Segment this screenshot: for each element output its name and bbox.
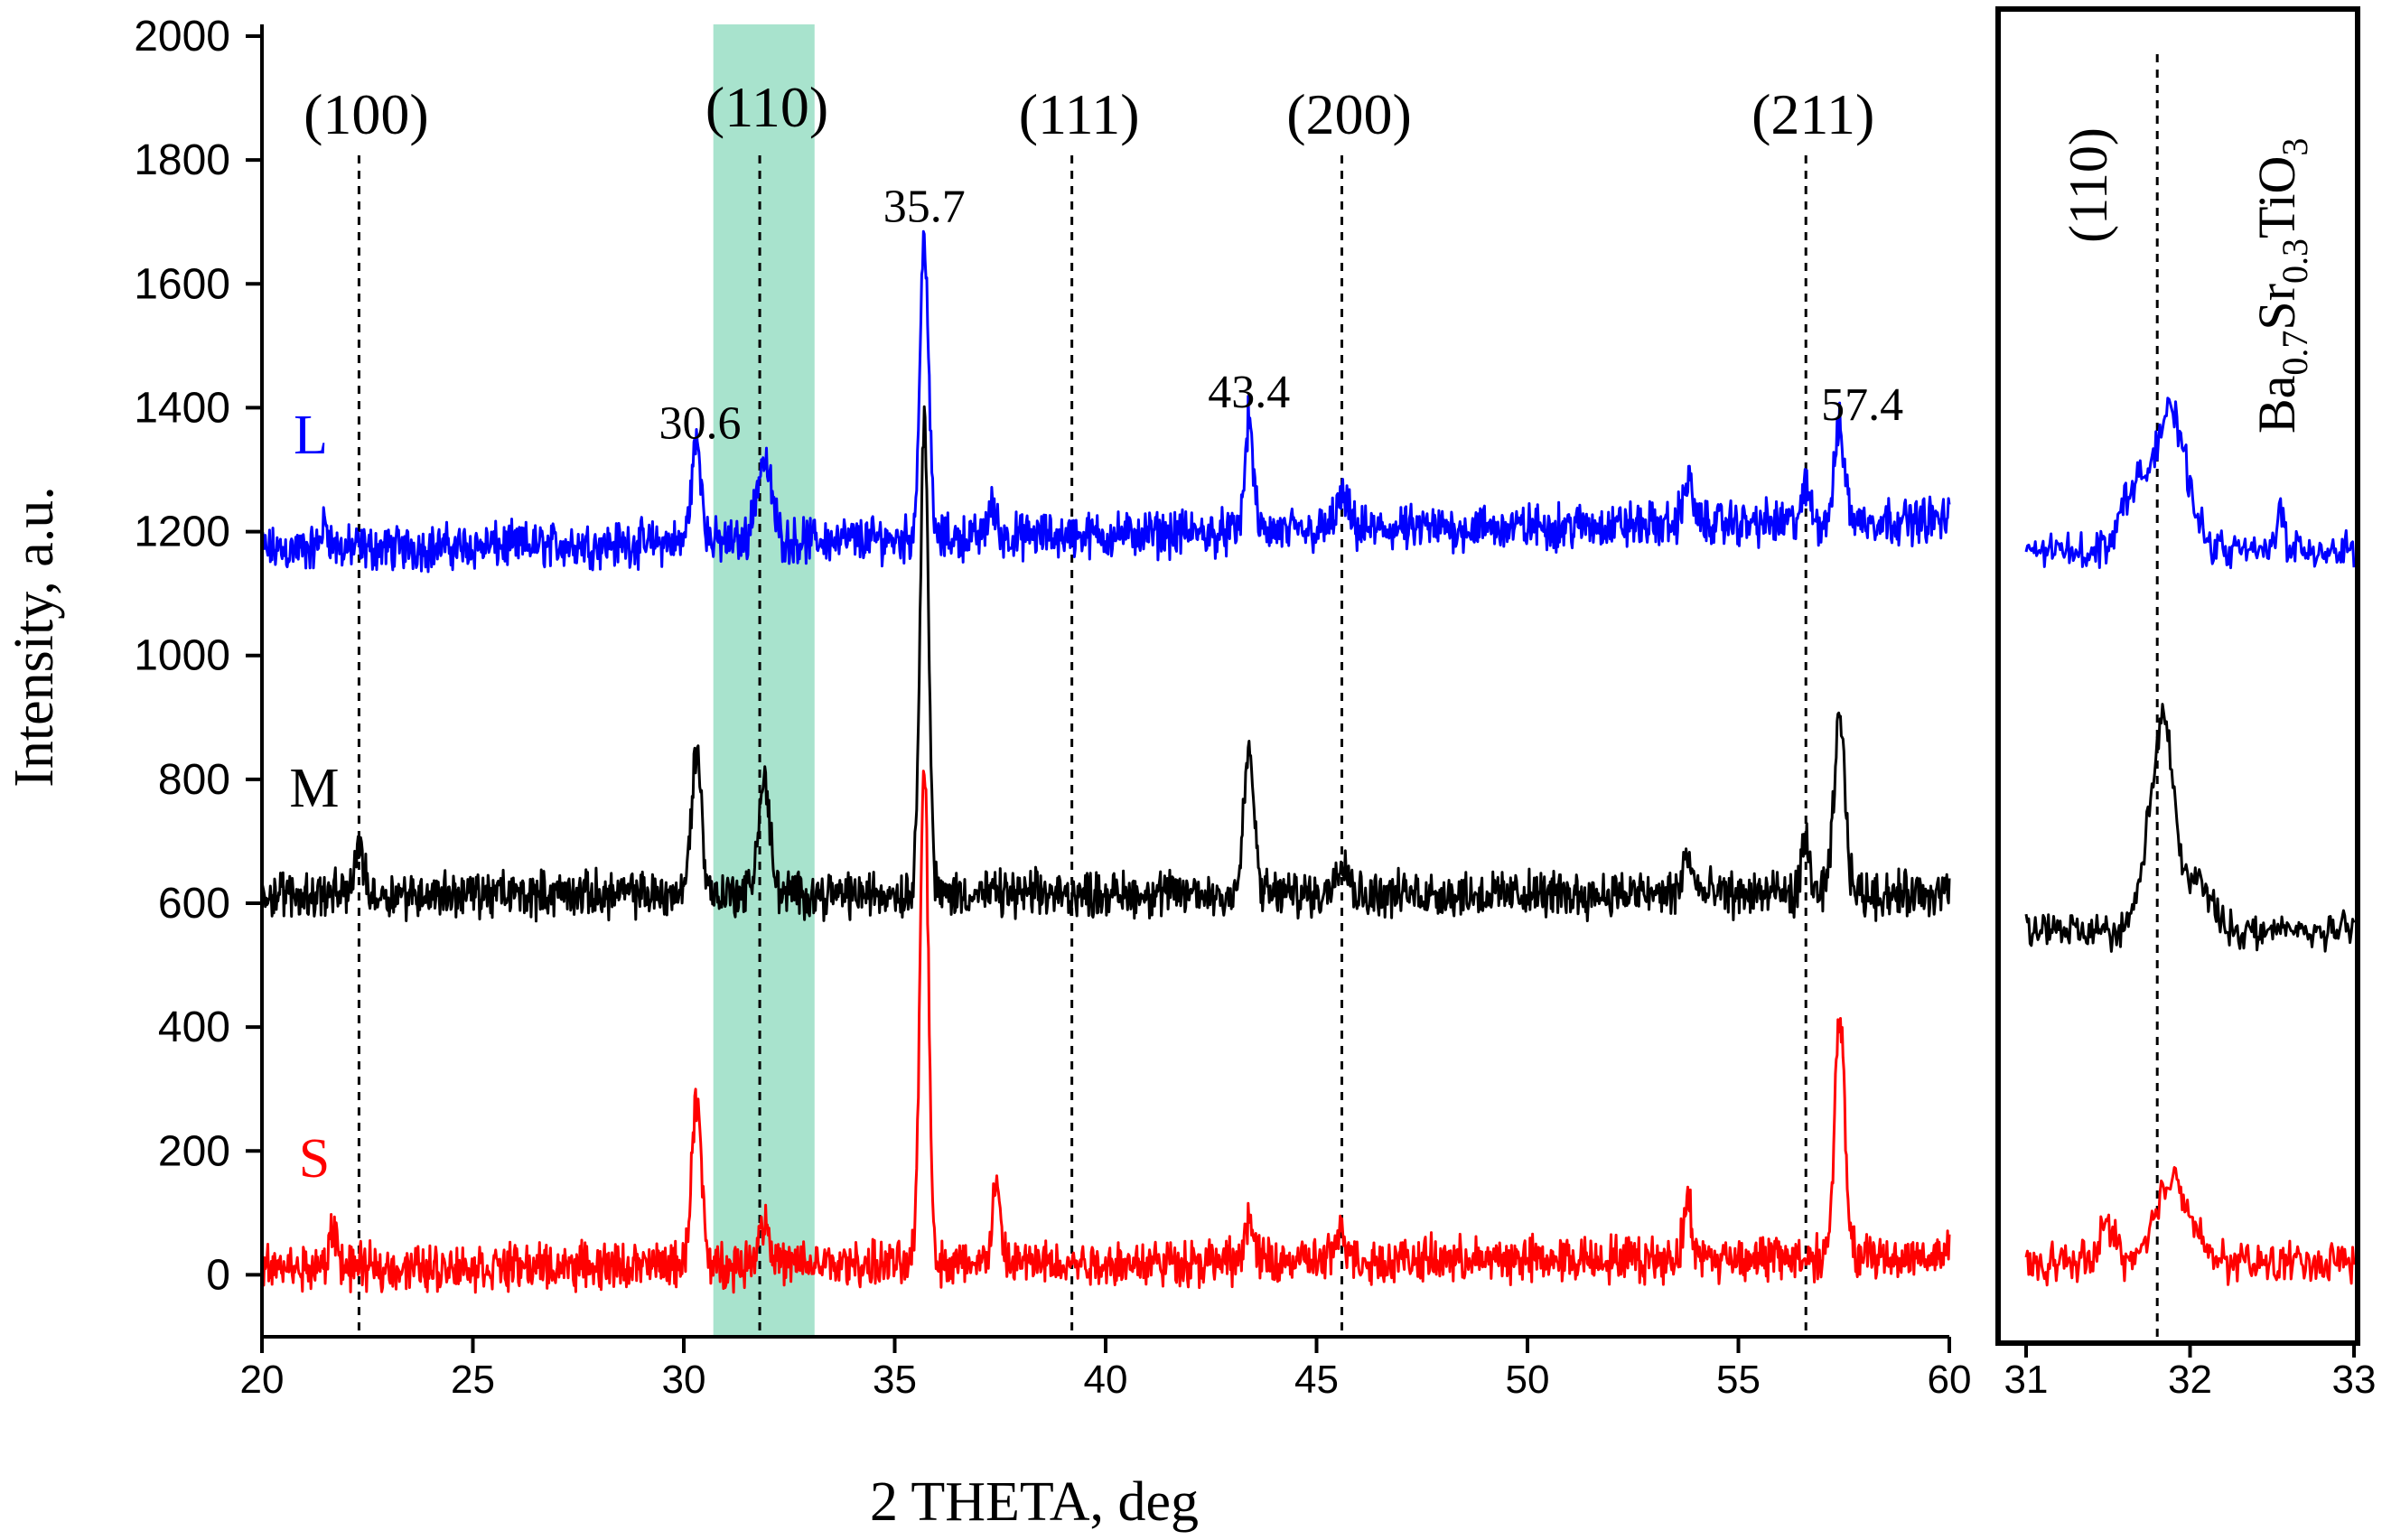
y-tick-label-1200: 1200 <box>134 509 230 556</box>
inset-annotations: (110) <box>2059 127 2118 243</box>
inset-x-tick-label-33: 33 <box>2332 1358 2377 1402</box>
x-tick-label-20: 20 <box>240 1358 285 1402</box>
series-label-L: L <box>294 405 328 466</box>
ref-label-(200): (200) <box>1286 82 1412 146</box>
series-L <box>260 229 1951 574</box>
main-annotations: (100) (110) (111) (200) (211) 30.6 35.7 43.4 57.… <box>289 75 1903 1190</box>
y-tick-label-0: 0 <box>206 1251 230 1299</box>
peak-label-35.7: 35.7 <box>883 181 966 232</box>
ref-label-(110): (110) <box>705 75 828 139</box>
ref-label-(100): (100) <box>304 82 429 146</box>
series-M <box>260 405 1951 923</box>
inset-frame <box>1995 6 2360 1346</box>
peak-label-57.4: 57.4 <box>1821 379 1903 431</box>
formula-ba: Ba <box>2247 376 2306 434</box>
formula-sub-0.3: 0.3 <box>2275 238 2315 284</box>
inset-x-tick-label-32: 32 <box>2168 1358 2212 1402</box>
inset-series-L <box>2024 397 2356 570</box>
reference-lines <box>357 155 1808 1337</box>
highlight-band-110 <box>713 24 815 1337</box>
y-tick-label-1600: 1600 <box>134 260 230 308</box>
series-label-M: M <box>289 758 339 819</box>
formula-sr: Sr <box>2247 284 2306 331</box>
x-tick-label-30: 30 <box>662 1358 706 1402</box>
y-tick-label-200: 200 <box>158 1127 230 1175</box>
y-axis-title: Intensity, a.u. <box>4 486 65 787</box>
formula-sub-0.7: 0.7 <box>2275 331 2315 376</box>
inset-ref-label-(110): (110) <box>2059 127 2118 243</box>
y-tick-label-600: 600 <box>158 880 230 928</box>
y-tick-label-400: 400 <box>158 1003 230 1051</box>
inset-x-tick-label-31: 31 <box>2004 1358 2049 1402</box>
main-axes: 20 25 30 35 40 45 50 55 600200400600800100012001… <box>134 13 1971 1402</box>
y-tick-label-1800: 1800 <box>134 136 230 184</box>
x-tick-label-50: 50 <box>1506 1358 1550 1402</box>
x-tick-label-45: 45 <box>1294 1358 1339 1402</box>
ref-label-(111): (111) <box>1019 82 1140 146</box>
inset-axes: 31 32 33 <box>1995 6 2377 1402</box>
y-tick-label-1000: 1000 <box>134 632 230 680</box>
inset-series-S <box>2024 1166 2356 1287</box>
formula-sub-3: 3 <box>2275 138 2315 156</box>
main-series-group <box>260 229 1951 1294</box>
x-axis-title: 2 THETA, deg <box>870 1471 1199 1533</box>
formula-tio: TiO <box>2247 156 2306 238</box>
y-tick-label-800: 800 <box>158 756 230 804</box>
x-tick-label-55: 55 <box>1716 1358 1761 1402</box>
series-S <box>260 770 1951 1294</box>
inset-formula: Ba0.7Sr0.3TiO3 <box>2247 138 2315 434</box>
y-tick-label-2000: 2000 <box>134 13 230 61</box>
ref-label-(211): (211) <box>1751 82 1874 146</box>
highlight-band-rect <box>713 24 815 1337</box>
peak-label-30.6: 30.6 <box>659 397 742 449</box>
inset-series-M <box>2024 703 2356 953</box>
x-tick-label-35: 35 <box>873 1358 917 1402</box>
y-tick-label-1400: 1400 <box>134 384 230 432</box>
peak-label-43.4: 43.4 <box>1208 367 1290 418</box>
x-tick-label-60: 60 <box>1928 1358 1972 1402</box>
x-tick-label-40: 40 <box>1084 1358 1128 1402</box>
inset-series-group <box>2024 397 2356 1287</box>
series-label-S: S <box>299 1128 330 1190</box>
x-tick-label-25: 25 <box>451 1358 495 1402</box>
